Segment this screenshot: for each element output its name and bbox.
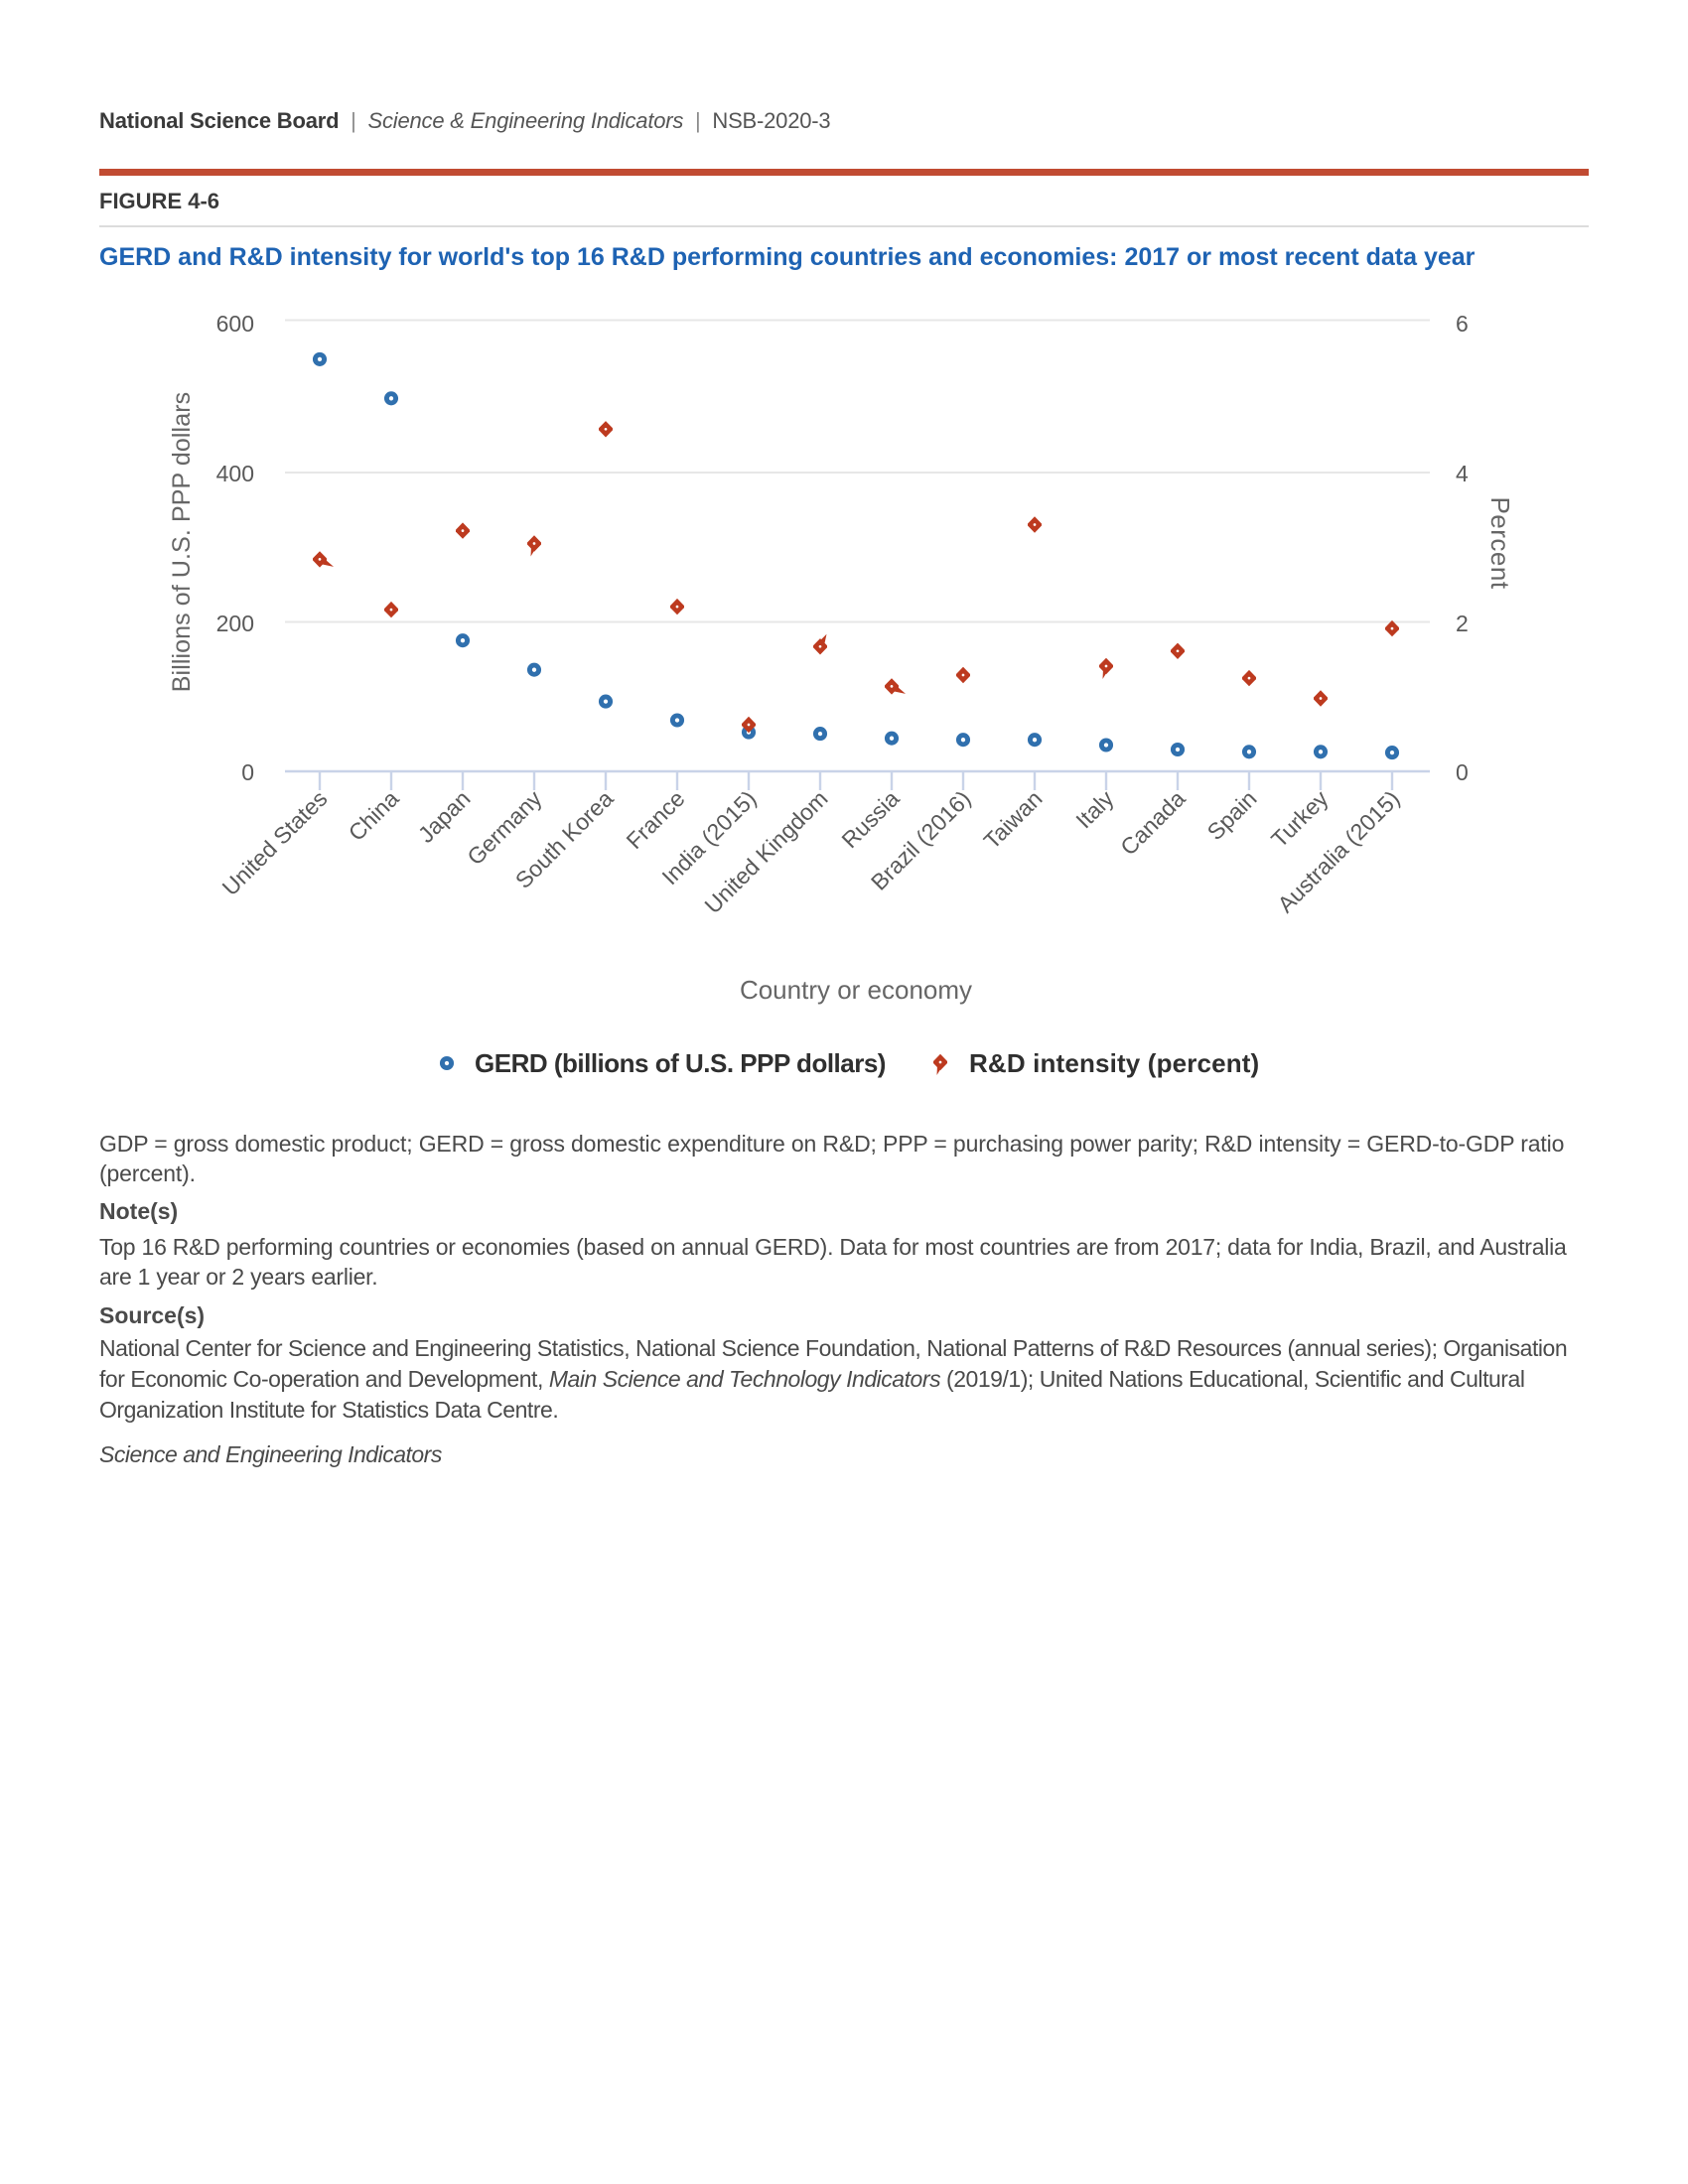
svg-text:2: 2	[1456, 611, 1469, 636]
svg-text:China: China	[344, 785, 404, 846]
svg-text:400: 400	[216, 461, 254, 486]
svg-text:4: 4	[1456, 461, 1469, 486]
svg-text:United Kingdom: United Kingdom	[699, 785, 832, 918]
svg-text:Russia: Russia	[836, 785, 904, 853]
svg-text:200: 200	[216, 611, 254, 636]
svg-text:600: 600	[216, 311, 254, 337]
svg-text:0: 0	[241, 759, 254, 785]
svg-text:Country or economy: Country or economy	[740, 975, 972, 1005]
svg-text:R&D intensity (percent): R&D intensity (percent)	[969, 1048, 1259, 1078]
svg-text:Taiwan: Taiwan	[979, 785, 1048, 854]
svg-text:0: 0	[1456, 759, 1469, 785]
svg-text:Canada: Canada	[1115, 785, 1191, 861]
svg-text:United States: United States	[217, 785, 333, 900]
svg-text:Percent: Percent	[1485, 496, 1515, 589]
svg-text:Australia (2015): Australia (2015)	[1272, 785, 1404, 917]
svg-text:GERD (billions of U.S. PPP dol: GERD (billions of U.S. PPP dollars)	[475, 1048, 886, 1078]
svg-text:Turkey: Turkey	[1266, 785, 1334, 853]
svg-text:6: 6	[1456, 311, 1469, 337]
svg-text:Spain: Spain	[1202, 785, 1262, 845]
svg-text:Italy: Italy	[1070, 785, 1119, 834]
svg-text:France: France	[622, 785, 690, 854]
svg-text:Billions of U.S. PPP dollars: Billions of U.S. PPP dollars	[168, 392, 196, 692]
svg-text:Japan: Japan	[413, 785, 476, 848]
